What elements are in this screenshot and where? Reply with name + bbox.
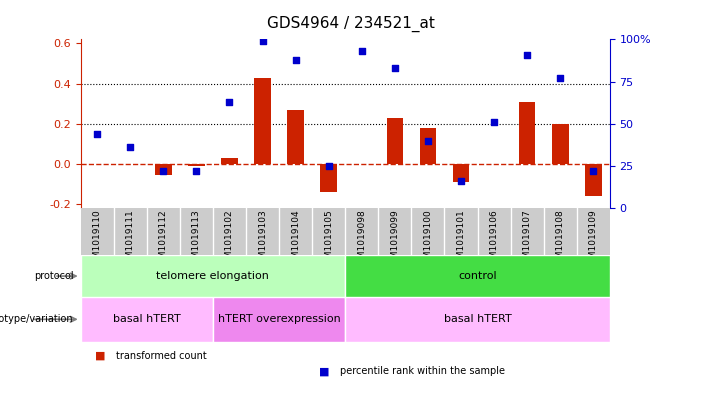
Text: GSM1019099: GSM1019099 (390, 210, 400, 270)
Bar (155, 164, 172, 175)
Point (554, 75, 566, 81)
Text: GSM1019104: GSM1019104 (291, 210, 300, 270)
Text: GSM1019100: GSM1019100 (423, 210, 433, 270)
Text: ■: ■ (319, 366, 329, 376)
Bar (222, 158, 238, 164)
Text: GSM1019106: GSM1019106 (489, 210, 498, 270)
Point (389, 65, 400, 71)
Text: GSM1019102: GSM1019102 (225, 210, 234, 270)
Text: GSM1019112: GSM1019112 (159, 210, 168, 270)
Bar (519, 102, 536, 164)
Bar (346, 297, 610, 342)
Bar (420, 128, 436, 164)
Text: protocol: protocol (34, 271, 74, 281)
Text: genotype/variation: genotype/variation (0, 314, 74, 324)
Point (290, 57, 301, 63)
Point (125, 144, 136, 151)
Point (489, 119, 500, 125)
Point (191, 168, 202, 174)
Text: ■: ■ (95, 351, 105, 361)
Text: GSM1019110: GSM1019110 (93, 210, 102, 270)
Text: telomere elongation: telomere elongation (156, 271, 269, 281)
Text: control: control (458, 271, 497, 281)
Text: GSM1019098: GSM1019098 (358, 210, 367, 270)
Point (323, 163, 334, 169)
Text: GSM1019105: GSM1019105 (324, 210, 333, 270)
Point (257, 38, 268, 44)
Text: basal hTERT: basal hTERT (113, 314, 181, 324)
Bar (81, 297, 213, 342)
Bar (320, 164, 337, 192)
Bar (585, 164, 601, 196)
Text: transformed count: transformed count (116, 351, 206, 361)
Point (92, 131, 103, 137)
Point (158, 168, 169, 174)
Bar (188, 164, 205, 166)
Text: GSM1019113: GSM1019113 (192, 210, 201, 270)
Text: GSM1019101: GSM1019101 (456, 210, 465, 270)
Bar (386, 118, 403, 164)
Point (456, 178, 467, 184)
Bar (213, 297, 346, 342)
Bar (552, 124, 569, 164)
Text: GSM1019109: GSM1019109 (589, 210, 598, 270)
Text: GSM1019108: GSM1019108 (556, 210, 565, 270)
Text: hTERT overexpression: hTERT overexpression (218, 314, 341, 324)
Text: GSM1019107: GSM1019107 (523, 210, 531, 270)
Bar (81, 255, 346, 297)
Point (224, 99, 235, 105)
Bar (453, 164, 469, 182)
Bar (254, 77, 271, 164)
Point (522, 51, 533, 58)
Text: basal hTERT: basal hTERT (444, 314, 512, 324)
Bar (287, 110, 304, 164)
Text: GSM1019103: GSM1019103 (258, 210, 267, 270)
Text: GDS4964 / 234521_at: GDS4964 / 234521_at (266, 16, 435, 32)
Text: percentile rank within the sample: percentile rank within the sample (340, 366, 505, 376)
Bar (346, 255, 610, 297)
Text: GSM1019111: GSM1019111 (125, 210, 135, 270)
Point (356, 48, 367, 54)
Point (587, 168, 599, 174)
Point (422, 138, 433, 144)
